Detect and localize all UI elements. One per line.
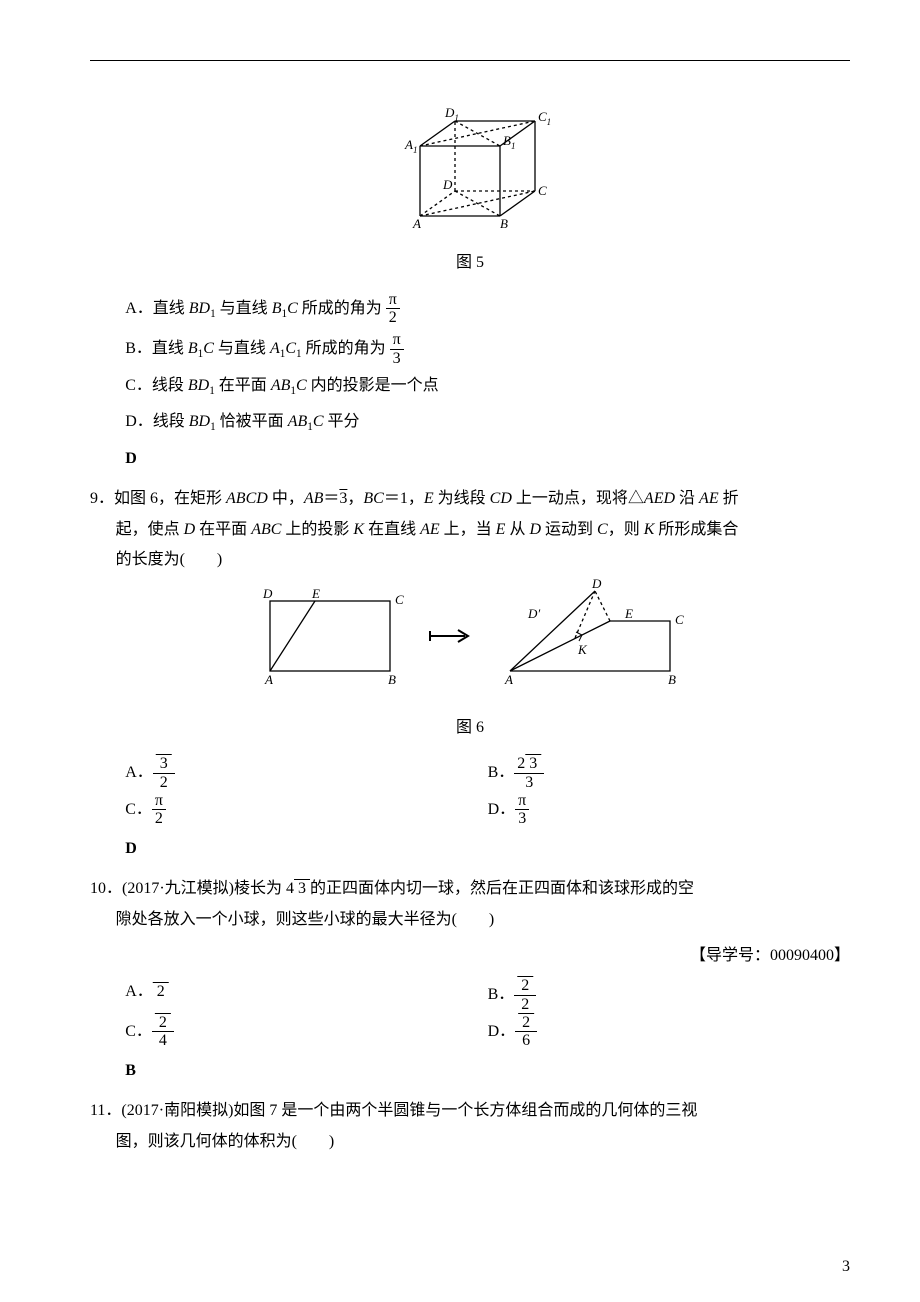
fig5-B: B xyxy=(500,216,508,231)
q9-answer: D xyxy=(125,834,850,864)
svg-text:D: D xyxy=(591,576,602,591)
figure-6: A B C D E A B C D D′ E xyxy=(90,576,850,707)
q10-answer: B xyxy=(125,1056,850,1086)
q9-opts-row1: A． 3 2 B．2 3 3 xyxy=(125,755,850,791)
q8-optA: A．直线 BD1 与直线 B1C 所成的角为 π2 xyxy=(125,291,850,327)
q11-line2: 图，则该几何体的体积为( ) xyxy=(116,1127,850,1157)
q9-opts-row2: C．π2 D．π3 xyxy=(125,792,850,828)
q9-line2: 起，使点 D 在平面 ABC 上的投影 K 在直线 AE 上，当 E 从 D 运… xyxy=(116,515,850,545)
fig5-A: A xyxy=(412,216,421,231)
q11: 11．(2017·南阳模拟)如图 7 是一个由两个半圆锥与一个长方体组合而成的几… xyxy=(90,1096,850,1126)
svg-text:C: C xyxy=(675,612,684,627)
svg-text:D: D xyxy=(262,586,273,601)
q10: 10．(2017·九江模拟)棱长为 4 3 的正四面体内切一球，然后在正四面体和… xyxy=(90,874,850,904)
svg-text:K: K xyxy=(577,642,588,657)
q8-answer: D xyxy=(125,444,850,474)
fig5-C: C xyxy=(538,183,547,198)
q10-line2: 隙处各放入一个小球，则这些小球的最大半径为( ) xyxy=(116,905,850,935)
q10-opts-row1: A． 2 B． 2 2 xyxy=(125,977,850,1013)
svg-text:E: E xyxy=(624,606,633,621)
svg-text:B: B xyxy=(388,672,396,687)
svg-text:A1: A1 xyxy=(404,137,417,155)
top-rule xyxy=(90,60,850,61)
q9: 9．如图 6，在矩形 ABCD 中，AB＝3，BC＝1，E 为线段 CD 上一动… xyxy=(90,484,850,514)
fig5-D: D xyxy=(442,177,453,192)
q8-optD: D．线段 BD1 恰被平面 AB1C 平分 xyxy=(125,407,850,438)
q8-optB: B．直线 B1C 与直线 A1C1 所成的角为 π3 xyxy=(125,331,850,367)
svg-text:C: C xyxy=(395,592,404,607)
svg-text:A: A xyxy=(264,672,273,687)
svg-text:B: B xyxy=(668,672,676,687)
q8-optC: C．线段 BD1 在平面 AB1C 内的投影是一个点 xyxy=(125,371,850,402)
svg-text:D′: D′ xyxy=(527,606,540,621)
svg-text:E: E xyxy=(311,586,320,601)
q9-line3: 的长度为( ) xyxy=(116,545,850,575)
fig5-caption: 图 5 xyxy=(90,248,850,278)
svg-text:C1: C1 xyxy=(538,109,551,127)
fig6-caption: 图 6 xyxy=(90,713,850,743)
q10-opts-row2: C． 2 4 D． 2 6 xyxy=(125,1014,850,1050)
figure-5: A B C D A1 B1 C1 D1 xyxy=(90,91,850,242)
svg-text:A: A xyxy=(504,672,513,687)
svg-text:D1: D1 xyxy=(444,105,459,123)
q10-tag: 【导学号：00090400】 xyxy=(90,941,850,971)
page-number: 3 xyxy=(842,1252,850,1282)
